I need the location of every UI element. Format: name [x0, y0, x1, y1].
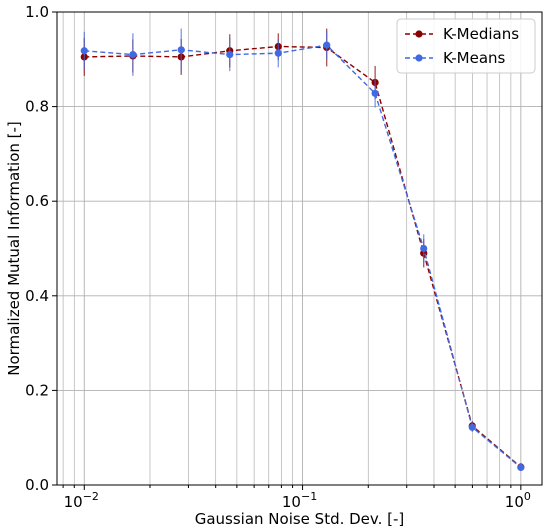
y-tick-label: 0.4	[25, 287, 49, 305]
x-tick-label: 10−1	[282, 490, 317, 511]
data-point	[371, 89, 379, 97]
data-point	[80, 47, 88, 55]
y-tick-label: 0.8	[25, 98, 49, 116]
plot-area	[80, 28, 525, 472]
data-point	[420, 244, 428, 253]
legend-item: K-Medians	[405, 25, 519, 43]
y-tick-label: 0.2	[25, 381, 49, 399]
data-point	[226, 50, 234, 59]
y-tick-label: 0.6	[25, 192, 49, 210]
legend: K-Medians K-Means	[396, 18, 536, 74]
legend-box	[396, 18, 536, 74]
legend-label: K-Means	[443, 49, 506, 67]
y-axis-label: Normalized Mutual Information [-]	[5, 121, 23, 376]
data-point	[274, 49, 282, 57]
series-line	[84, 44, 522, 469]
legend-marker	[415, 54, 423, 62]
x-tick-label: 10−2	[64, 490, 99, 511]
y-tick-label: 0.0	[25, 476, 49, 494]
data-point	[129, 50, 137, 59]
axis-ticks: 0.0 0.2 0.4 0.6 0.8 1.0 10−2 10−1 100	[25, 3, 531, 511]
legend-label: K-Medians	[443, 25, 519, 43]
x-tick-label: 100	[505, 490, 531, 511]
legend-item: K-Means	[405, 49, 506, 67]
data-point	[177, 46, 185, 54]
legend-marker	[415, 30, 423, 38]
x-axis-label: Gaussian Noise Std. Dev. [-]	[195, 510, 405, 528]
data-point	[323, 41, 331, 49]
grid	[57, 11, 542, 486]
series-k-means	[80, 28, 525, 472]
plot-frame	[56, 11, 543, 486]
data-point	[468, 423, 476, 431]
y-tick-label: 1.0	[25, 3, 49, 21]
data-point	[517, 463, 525, 472]
